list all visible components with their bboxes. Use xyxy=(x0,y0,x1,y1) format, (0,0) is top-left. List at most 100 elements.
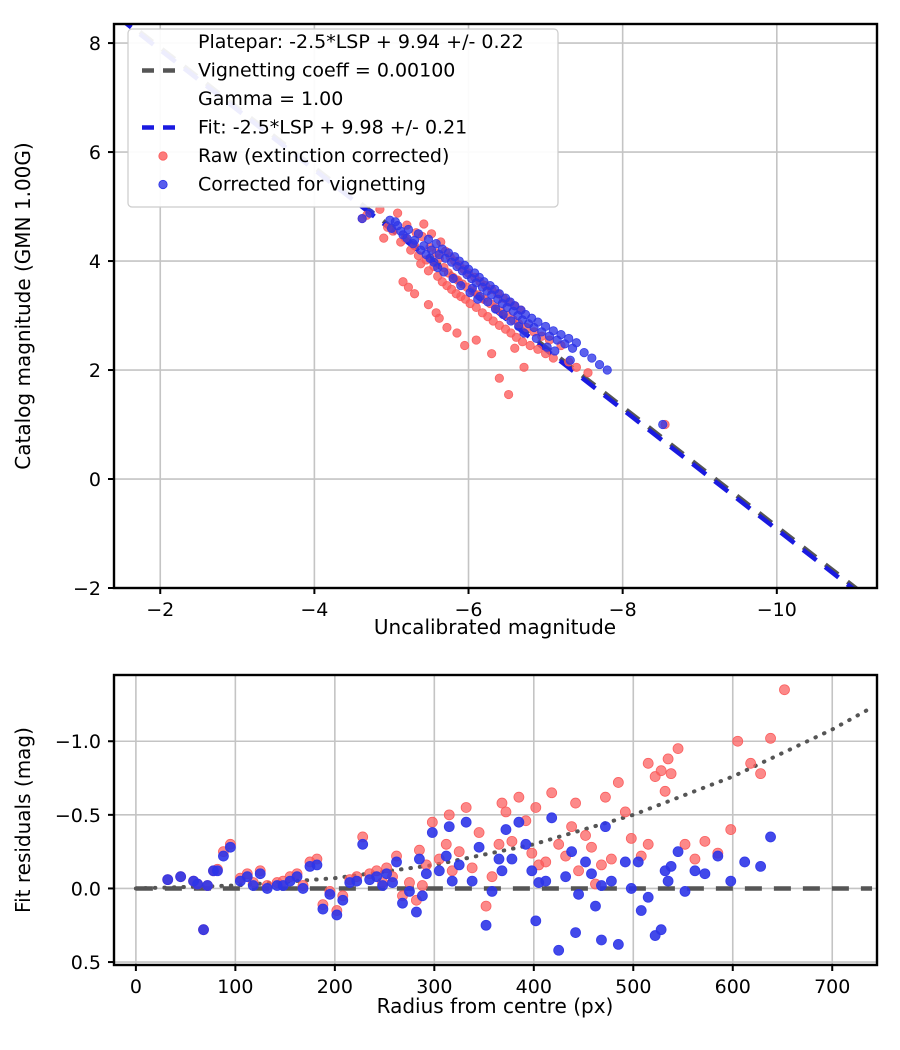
data-point xyxy=(442,322,452,333)
data-point xyxy=(570,797,581,809)
bottom-yaxis-title: Fit residuals (mag) xyxy=(11,727,35,913)
legend-label: Fit: -2.5*LSP + 9.98 +/- 0.21 xyxy=(198,117,467,139)
data-point xyxy=(440,838,452,850)
data-point xyxy=(381,868,392,880)
data-point xyxy=(662,875,674,887)
top-xtick-label: −6 xyxy=(455,599,483,621)
top-xtick-label: −10 xyxy=(757,599,797,621)
data-point xyxy=(337,894,349,906)
data-point xyxy=(431,239,441,249)
data-point xyxy=(466,875,478,887)
top-ytick-label: 6 xyxy=(89,142,101,164)
data-point xyxy=(642,891,654,903)
data-point xyxy=(453,846,465,858)
data-point xyxy=(426,816,438,828)
data-point xyxy=(779,684,790,696)
data-point xyxy=(433,865,445,877)
data-point xyxy=(460,816,472,828)
data-point xyxy=(600,791,611,803)
data-point xyxy=(566,821,578,833)
data-point xyxy=(443,821,455,833)
data-point xyxy=(324,888,336,900)
data-point xyxy=(506,835,518,847)
data-point xyxy=(580,830,591,841)
data-point xyxy=(587,353,597,363)
bottom-xtick-label: 700 xyxy=(814,976,850,998)
data-point xyxy=(739,856,751,868)
data-point xyxy=(556,330,566,340)
data-point xyxy=(732,735,744,747)
bottom-xaxis-title: Radius from centre (px) xyxy=(377,994,614,1018)
top-axes-frame xyxy=(112,22,879,590)
top-xtick-label: −8 xyxy=(609,599,637,621)
bottom-tickmarks xyxy=(108,740,834,971)
data-point xyxy=(573,888,584,900)
data-point xyxy=(403,282,414,292)
bottom-tick-labels: 0 100 200 300 400 500 600 700 0.5 0.0 −0.5 −1.0 xyxy=(55,731,851,998)
data-point xyxy=(546,787,558,799)
data-point xyxy=(473,294,483,304)
data-point xyxy=(540,856,552,868)
data-point xyxy=(511,332,521,342)
data-point xyxy=(440,850,452,862)
data-point xyxy=(480,919,492,931)
data-point xyxy=(531,333,541,344)
data-point xyxy=(605,853,617,865)
bottom-data-layer xyxy=(133,684,875,956)
data-point xyxy=(679,838,691,850)
data-point xyxy=(254,868,266,880)
data-point xyxy=(533,317,543,327)
data-point xyxy=(672,743,684,755)
data-point xyxy=(699,835,711,847)
data-point xyxy=(261,883,273,894)
data-point xyxy=(579,347,589,358)
data-point xyxy=(393,208,403,218)
data-point xyxy=(291,871,303,883)
data-point xyxy=(416,880,428,891)
legend: Platepar: -2.5*LSP + 9.94 +/- 0.22 Vignet… xyxy=(127,28,559,208)
top-yaxis-title: Catalog magnitude (GMN 1.00G) xyxy=(11,142,35,469)
data-point xyxy=(619,806,631,818)
data-point xyxy=(510,301,520,311)
data-point xyxy=(416,890,428,902)
data-point xyxy=(665,860,677,872)
bottom-xtick-label: 600 xyxy=(715,976,751,998)
bottom-xtick-label: 300 xyxy=(416,976,452,998)
data-point xyxy=(594,359,605,370)
data-point xyxy=(560,871,572,883)
data-point xyxy=(550,346,560,356)
data-point xyxy=(564,333,574,344)
data-point xyxy=(446,875,458,887)
data-point xyxy=(311,859,323,871)
legend-label: Raw (extinction corrected) xyxy=(198,145,449,167)
data-point xyxy=(387,877,398,888)
data-point xyxy=(602,365,612,375)
data-point xyxy=(520,838,532,850)
data-point xyxy=(510,343,520,353)
data-point xyxy=(689,853,701,865)
bottom-axes-frame xyxy=(112,673,879,967)
data-point xyxy=(465,288,475,298)
data-point xyxy=(514,321,524,332)
data-point xyxy=(553,944,565,956)
data-point xyxy=(519,362,529,372)
data-point xyxy=(625,883,637,894)
bottom-xtick-label: 200 xyxy=(317,976,353,998)
data-point xyxy=(525,340,535,351)
data-point xyxy=(398,277,408,287)
data-point xyxy=(519,328,529,338)
data-point xyxy=(486,885,498,897)
data-point xyxy=(619,856,631,868)
data-point xyxy=(460,802,472,813)
data-point xyxy=(426,827,438,838)
data-point xyxy=(548,326,558,336)
legend-dot-red-icon xyxy=(158,151,168,161)
top-xtick-label: −4 xyxy=(300,599,328,621)
legend-label: Platepar: -2.5*LSP + 9.94 +/- 0.22 xyxy=(198,31,524,53)
data-point xyxy=(493,838,505,850)
data-point xyxy=(580,856,591,868)
data-point xyxy=(411,906,422,918)
data-point xyxy=(365,208,375,218)
data-point xyxy=(162,874,174,886)
